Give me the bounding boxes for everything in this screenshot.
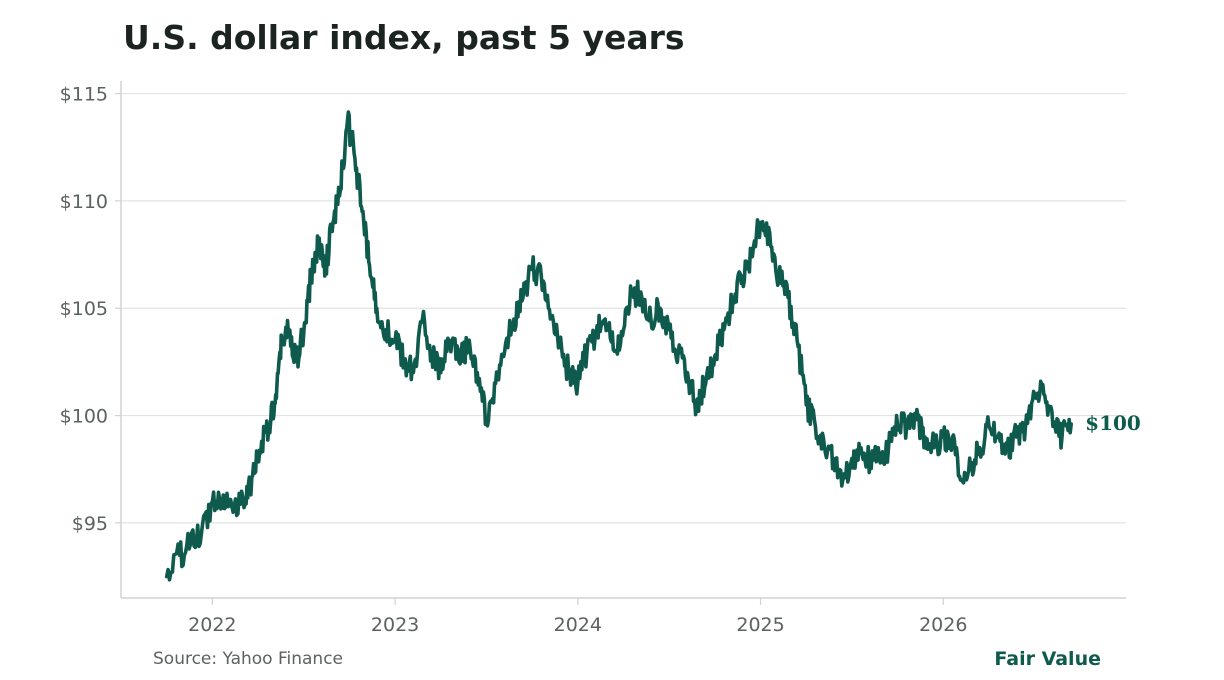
y-tick-label-100: $100 xyxy=(60,406,108,428)
series-line-0 xyxy=(164,110,1073,582)
x-tick-label-2024: 2024 xyxy=(554,614,602,636)
axes xyxy=(120,81,1126,599)
source-note: Source: Yahoo Finance xyxy=(153,649,343,669)
y-axis-ticks: $95 $100 $105 $110 $115 xyxy=(60,84,121,535)
x-tick-label-2022: 2022 xyxy=(188,614,236,636)
end-value-label: $100 xyxy=(1085,411,1141,435)
x-axis-ticks: 2022 2023 2024 2025 2026 xyxy=(188,598,967,636)
x-tick-label-2023: 2023 xyxy=(371,614,419,636)
x-tick-label-2025: 2025 xyxy=(736,614,784,636)
chart-title: U.S. dollar index, past 5 years xyxy=(123,18,685,57)
series-layer xyxy=(164,110,1073,582)
brand-logo-text: Fair Value xyxy=(994,648,1101,670)
gridlines xyxy=(121,92,1126,524)
y-tick-label-95: $95 xyxy=(72,513,108,535)
end-label-layer: $100 xyxy=(1085,411,1141,435)
y-tick-label-105: $105 xyxy=(60,298,108,320)
x-tick-label-2026: 2026 xyxy=(919,614,967,636)
y-tick-label-110: $110 xyxy=(60,191,108,213)
y-tick-label-115: $115 xyxy=(60,84,108,106)
